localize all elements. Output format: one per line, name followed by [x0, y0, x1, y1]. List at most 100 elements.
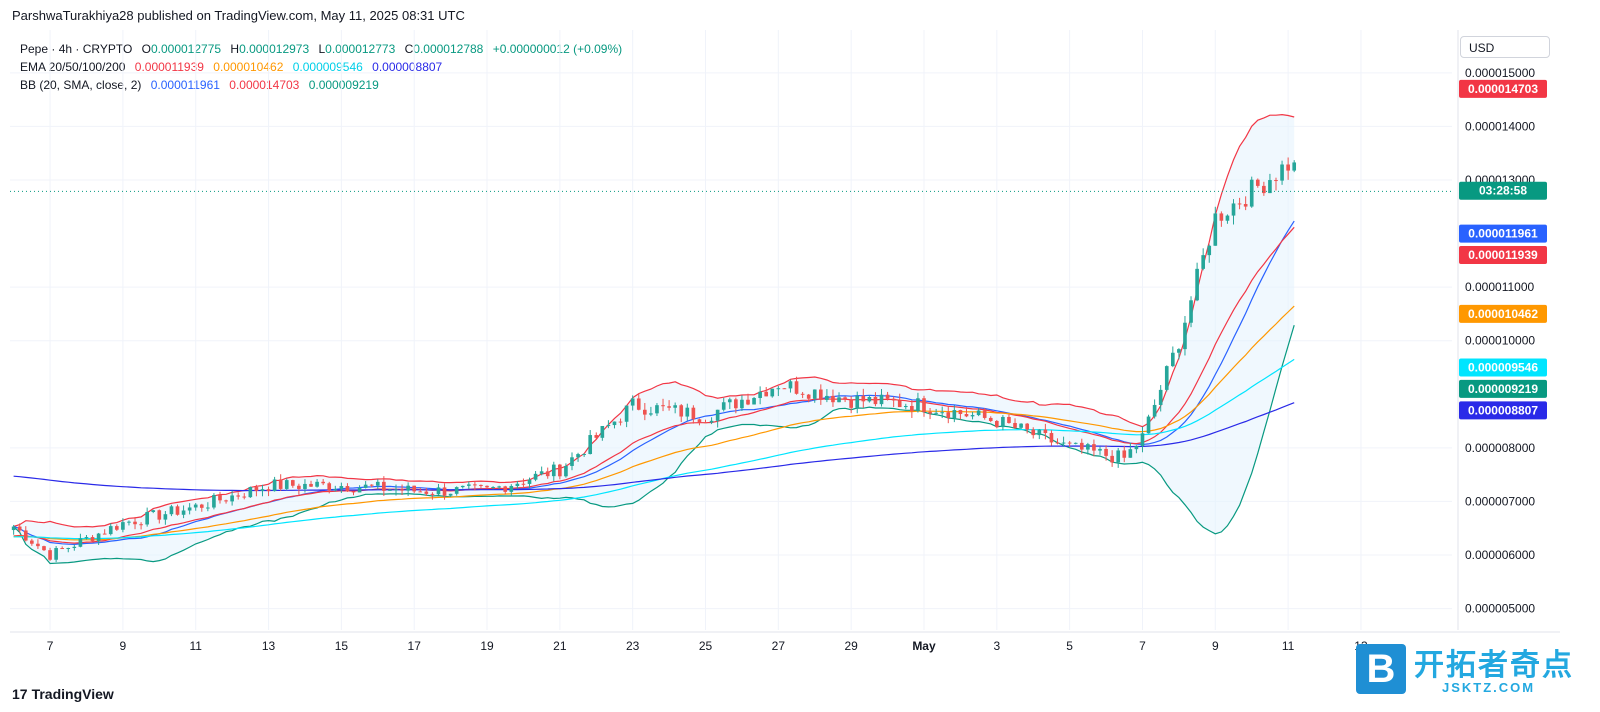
- legend-ohlc-row: Pepe · 4h · CRYPTO O0.000012775 H0.00001…: [20, 40, 628, 58]
- ema20-line: [13, 226, 1295, 544]
- candle-body: [388, 489, 392, 491]
- legend-open-value: 0.000012775: [150, 42, 222, 56]
- candles: [10, 157, 1452, 563]
- candle-body: [1171, 352, 1175, 367]
- candle-body: [315, 481, 319, 487]
- x-tick-label: 27: [772, 639, 786, 653]
- candle-body: [1213, 213, 1218, 246]
- candle-body: [685, 407, 690, 417]
- candle-body: [594, 435, 599, 438]
- candle-body: [982, 410, 987, 418]
- candle-body: [448, 493, 453, 496]
- candle-body: [509, 485, 514, 492]
- legend-symbol: Pepe · 4h · CRYPTO: [20, 42, 133, 56]
- watermark-logo-icon: B: [1356, 644, 1406, 694]
- candle-body: [333, 489, 338, 491]
- price-tag-text: 0.000014703: [1468, 82, 1538, 96]
- candle-body: [466, 484, 471, 486]
- x-tick-label: 7: [47, 639, 54, 653]
- countdown-tag: [1459, 181, 1547, 200]
- candle-body: [564, 465, 568, 477]
- candle-body: [375, 481, 380, 486]
- candle-body: [491, 487, 495, 489]
- candle-body: [442, 487, 447, 496]
- candle-body: [1237, 203, 1242, 205]
- candle-body: [976, 410, 981, 416]
- legend-ema100-value: 0.000009546: [292, 60, 363, 74]
- price-tag-text: 0.000009546: [1468, 361, 1538, 375]
- candle-body: [327, 483, 332, 491]
- candle-body: [102, 533, 107, 535]
- candle-body: [630, 398, 635, 406]
- candle-body: [30, 540, 34, 544]
- candle-body: [776, 388, 781, 390]
- candle-body: [1140, 433, 1145, 446]
- x-tick-label: 29: [844, 639, 858, 653]
- legend-high-value: 0.000012973: [239, 42, 310, 56]
- tradingview-mark-icon: 17: [12, 686, 28, 702]
- bb-basis-line: [13, 220, 1295, 546]
- legend-bb-basis-value: 0.000011961: [150, 78, 220, 92]
- candle-body: [667, 406, 671, 408]
- candle-body: [1019, 423, 1023, 428]
- candle-body: [673, 405, 677, 408]
- candle-body: [424, 491, 429, 494]
- candle-body: [72, 546, 77, 548]
- tradingview-logo[interactable]: 17 TradingView: [12, 686, 114, 702]
- candle-body: [145, 511, 149, 525]
- candle-body: [655, 405, 659, 414]
- candle-body: [1043, 429, 1048, 434]
- candle-body: [582, 454, 586, 456]
- price-tag: [1459, 79, 1547, 98]
- legend-close-value: 0.000012788: [413, 42, 484, 56]
- candle-body: [703, 422, 708, 424]
- candle-body: [867, 397, 872, 402]
- candle-body: [873, 397, 878, 405]
- chart-grid: [10, 30, 1452, 630]
- candle-body: [551, 464, 556, 477]
- candle-body: [1183, 322, 1187, 350]
- candle-body: [1219, 213, 1224, 221]
- candle-body: [1122, 450, 1127, 458]
- bb-upper-line: [13, 113, 1295, 528]
- candle-body: [1249, 179, 1254, 207]
- candle-body: [1031, 429, 1036, 436]
- bb-lower-line: [13, 325, 1295, 565]
- candle-body: [545, 471, 550, 477]
- currency-selector[interactable]: USD: [1460, 36, 1550, 58]
- candle-body: [709, 420, 714, 423]
- candle-body: [691, 407, 696, 420]
- publish-attribution: ParshwaTurakhiya28 published on TradingV…: [12, 8, 465, 23]
- bb-fill: [13, 114, 1295, 564]
- legend-high-label: H: [230, 42, 240, 56]
- candle-body: [1049, 433, 1054, 443]
- candle-body: [861, 395, 866, 402]
- candle-body: [770, 388, 775, 397]
- candle-body: [497, 486, 501, 488]
- ema200-line: [13, 402, 1295, 492]
- candle-body: [1134, 445, 1139, 450]
- candle-body: [752, 398, 756, 405]
- candle-body: [1001, 416, 1005, 428]
- candle-body: [1255, 179, 1260, 186]
- candle-body: [303, 483, 307, 489]
- candle-body: [1189, 300, 1193, 323]
- candle-body: [964, 414, 969, 417]
- y-tick-label: 0.000011000: [1465, 280, 1535, 294]
- candle-body: [1243, 204, 1248, 207]
- candle-body: [1268, 180, 1272, 194]
- candle-body: [114, 526, 119, 530]
- watermark-url: JSKTZ.COM: [1442, 680, 1536, 695]
- candle-body: [1286, 164, 1290, 171]
- ema100-line: [13, 358, 1295, 540]
- candle-body: [11, 526, 16, 531]
- x-tick-label: 21: [553, 639, 567, 653]
- candle-body: [922, 398, 926, 412]
- candle-body: [600, 425, 605, 438]
- price-axis: 0.000015000 0.000014000 0.000013000 0.00001…: [1457, 30, 1535, 630]
- legend-ema-row: EMA 20/50/100/200 0.000011939 0.00001046…: [20, 58, 628, 76]
- candle-body: [1037, 429, 1042, 436]
- candle-body: [825, 395, 829, 400]
- candle-body: [290, 480, 295, 486]
